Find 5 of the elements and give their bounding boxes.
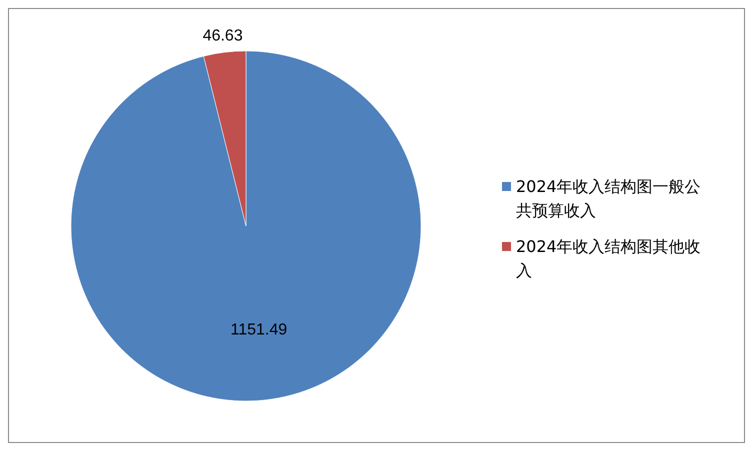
legend-label: 2024年收入结构图其他收入 — [516, 237, 701, 280]
pie-slice — [70, 50, 422, 401]
legend-label: 2024年收入结构图一般公共预算收入 — [516, 177, 701, 220]
data-label: 1151.49 — [230, 321, 288, 338]
data-label: 46.63 — [202, 28, 243, 45]
